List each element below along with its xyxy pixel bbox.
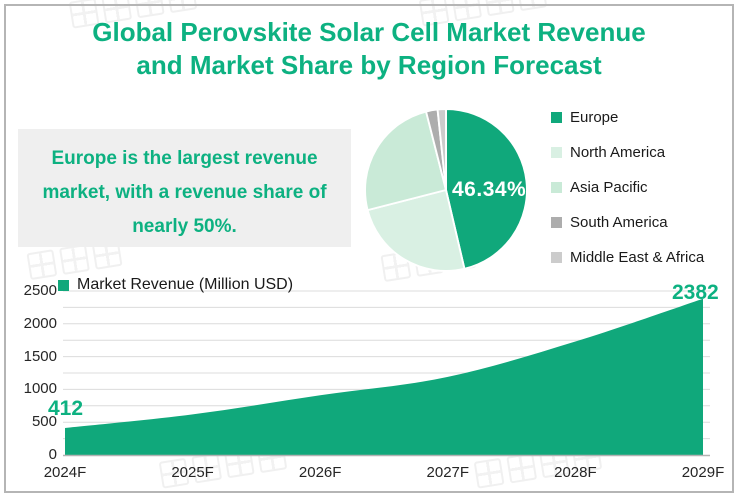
legend-item-asia-pacific: Asia Pacific [551, 170, 704, 205]
legend-swatch [551, 112, 562, 123]
pie-slice-europe [445, 108, 528, 270]
pie-chart-svg [364, 108, 528, 272]
x-axis-tick: 2027F [426, 464, 470, 481]
legend-item-middle-east-africa: Middle East & Africa [551, 240, 704, 275]
pie-slice-middle-east-africa [436, 108, 447, 191]
title-line-1: Global Perovskite Solar Cell Market Reve… [92, 17, 646, 47]
y-axis-tick: 1500 [23, 347, 57, 365]
callout-text: Europe is the largest revenue market, wi… [42, 148, 327, 237]
legend-label: South America [570, 214, 668, 231]
x-axis-tick: 2029F [681, 464, 725, 481]
area-chart-legend: Market Revenue (Million USD) [58, 276, 293, 294]
data-label-last: 2382 [672, 281, 719, 304]
y-axis-tick: 500 [31, 413, 57, 431]
x-axis-tick: 2024F [43, 464, 87, 481]
y-axis-tick: 2000 [23, 314, 57, 332]
page-title: Global Perovskite Solar Cell Market Reve… [0, 16, 738, 82]
data-label-first: 412 [48, 397, 84, 420]
x-axis-tick: 2025F [171, 464, 214, 481]
legend-item-south-america: South America [551, 205, 704, 240]
legend-swatch [551, 252, 562, 263]
legend-label: North America [570, 144, 666, 161]
legend-label: Europe [570, 109, 619, 126]
legend-swatch [551, 217, 562, 228]
x-axis-tick: 2028F [554, 464, 597, 481]
legend-item-europe: Europe [551, 100, 704, 135]
pie-slice-asia-pacific [364, 110, 447, 212]
y-axis-tick: 0 [48, 446, 57, 463]
legend-label: Market Revenue (Million USD) [77, 276, 294, 293]
callout-box: Europe is the largest revenue market, wi… [18, 129, 351, 247]
legend-label: Middle East & Africa [570, 249, 705, 266]
pie-slice-north-america [366, 189, 466, 272]
title-line-2: and Market Share by Region Forecast [136, 50, 602, 80]
pie-chart [363, 107, 529, 273]
legend-item-north-america: North America [551, 135, 704, 170]
legend-swatch [58, 279, 69, 291]
y-axis-tick: 2500 [23, 282, 57, 299]
legend-swatch [551, 147, 562, 158]
x-axis-tick: 2026F [298, 464, 342, 481]
pie-legend: Europe North America Asia Pacific South … [551, 100, 704, 275]
pie-data-label: 46.34% [452, 178, 527, 201]
legend-label: Asia Pacific [570, 179, 648, 196]
area-series-market-revenue [65, 298, 703, 455]
legend-swatch [551, 182, 562, 193]
y-axis-tick: 1000 [23, 380, 57, 398]
